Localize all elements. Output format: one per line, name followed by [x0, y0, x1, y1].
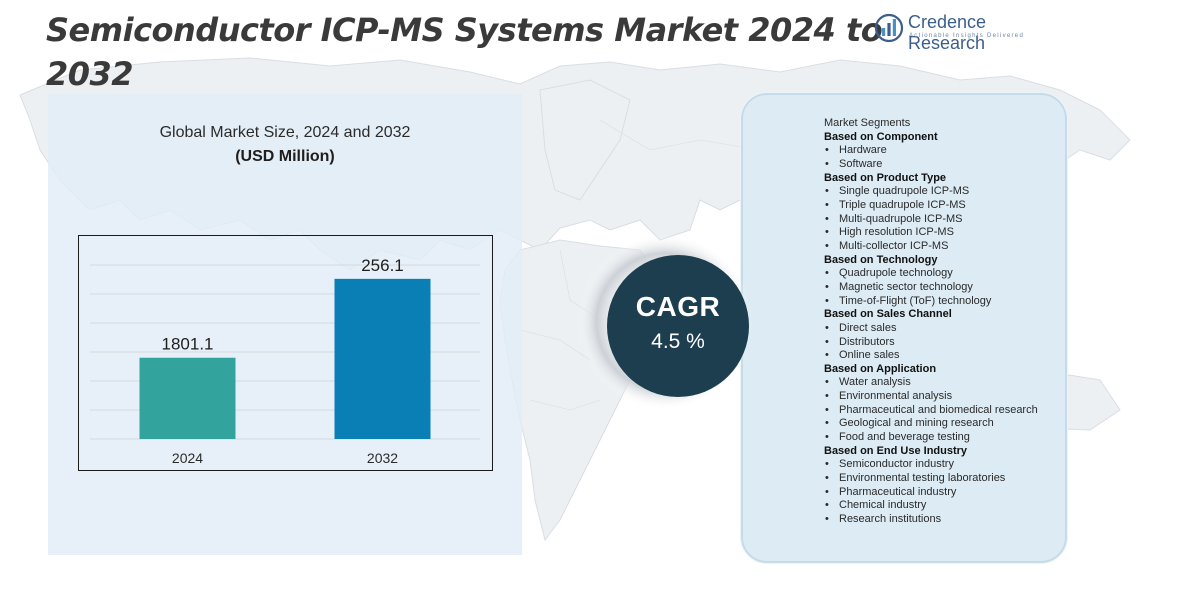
cagr-circle	[607, 255, 749, 397]
chart-unit: (USD Million)	[235, 148, 335, 165]
segment-item: Direct sales	[824, 322, 1059, 336]
segment-item: Environmental testing laboratories	[824, 472, 1059, 486]
segment-item: Water analysis	[824, 376, 1059, 390]
segment-item: Geological and mining research	[824, 417, 1059, 431]
segment-group-title: Based on Product Type	[824, 171, 947, 184]
segment-item: Pharmaceutical and biomedical research	[824, 404, 1059, 418]
cagr-badge	[577, 234, 753, 410]
cagr-value: 4.5 %	[651, 330, 705, 353]
credence-research-logo[interactable]: Credence Research Actionable Insights De…	[874, 12, 1064, 53]
bar-chart-logo-icon	[874, 13, 904, 43]
segment-item: Hardware	[824, 144, 1059, 158]
chart-caption: Global Market Size, 2024 and 2032	[159, 124, 411, 141]
segment-item: Multi-collector ICP-MS	[824, 240, 1059, 254]
chart-frame	[78, 235, 493, 471]
chart-labels: 1801.1 2024 256.1 2032	[162, 256, 404, 466]
segment-group-title: Based on Component	[824, 130, 938, 143]
market-segments-list: Market Segments Based on ComponentHardwa…	[824, 117, 1059, 527]
segments-heading: Market Segments	[824, 117, 911, 129]
segment-group-items: Quadrupole technologyMagnetic sector tec…	[824, 267, 1059, 308]
segment-item: Single quadrupole ICP-MS	[824, 185, 1059, 199]
segment-group-items: Semiconductor industryEnvironmental test…	[824, 458, 1059, 526]
bar-value-label: 1801.1	[162, 335, 214, 354]
segment-item: Magnetic sector technology	[824, 281, 1059, 295]
segment-item: Distributors	[824, 336, 1059, 350]
segment-group-items: HardwareSoftware	[824, 144, 1059, 171]
segment-item: Food and beverage testing	[824, 431, 1059, 445]
segment-item: Research institutions	[824, 513, 1059, 527]
segment-item: Multi-quadrupole ICP-MS	[824, 213, 1059, 227]
bar-value-label: 256.1	[361, 256, 404, 275]
segment-item: Time-of-Flight (ToF) technology	[824, 295, 1059, 309]
segment-group-title: Based on Technology	[824, 253, 938, 266]
chart-bars	[139, 278, 431, 439]
segment-group-items: Direct salesDistributorsOnline sales	[824, 322, 1059, 363]
segment-group-title: Based on Sales Channel	[824, 308, 952, 321]
segment-group-items: Water analysisEnvironmental analysisPhar…	[824, 376, 1059, 444]
segment-item: Triple quadrupole ICP-MS	[824, 199, 1059, 213]
segment-item: Pharmaceutical industry	[824, 486, 1059, 500]
market-size-panel: Global Market Size, 2024 and 2032 (USD M…	[48, 94, 522, 555]
segment-item: High resolution ICP-MS	[824, 226, 1059, 240]
market-size-bar-chart: 1801.1 2024 256.1 2032	[78, 235, 493, 471]
page-title: Semiconductor ICP-MS Systems Market 2024…	[46, 11, 883, 93]
segment-item: Semiconductor industry	[824, 458, 1059, 472]
bar-2024	[139, 357, 236, 439]
segment-item: Software	[824, 158, 1059, 172]
cagr-text: CAGR 4.5 %	[607, 291, 749, 357]
cagr-label: CAGR	[635, 291, 721, 322]
segment-item: Chemical industry	[824, 499, 1059, 513]
x-tick-label: 2024	[172, 450, 203, 466]
logo-tagline: Actionable Insights Delivered	[909, 33, 1025, 39]
segment-item: Online sales	[824, 349, 1059, 363]
segment-group-title: Based on Application	[824, 362, 937, 375]
x-tick-label: 2032	[367, 450, 398, 466]
logo-name: Credence Research	[908, 12, 987, 53]
segment-item: Environmental analysis	[824, 390, 1059, 404]
segment-group-items: Single quadrupole ICP-MSTriple quadrupol…	[824, 185, 1059, 253]
segment-item: Quadrupole technology	[824, 267, 1059, 281]
segment-group-title: Based on End Use Industry	[824, 444, 968, 457]
bar-2032	[334, 278, 431, 439]
